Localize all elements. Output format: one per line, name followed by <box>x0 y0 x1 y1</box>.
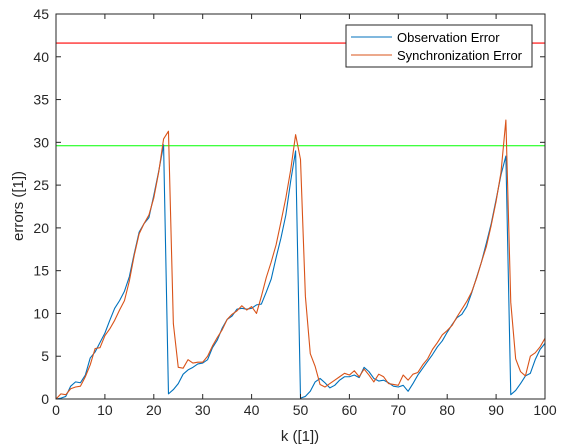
x-tick-label: 80 <box>439 402 455 418</box>
legend-box <box>345 24 533 68</box>
y-tick-label: 30 <box>33 134 49 150</box>
x-tick-label: 30 <box>195 402 211 418</box>
y-tick-label: 10 <box>33 305 49 321</box>
plot-background <box>56 14 545 399</box>
y-tick-label: 0 <box>41 391 49 407</box>
x-tick-label: 40 <box>244 402 260 418</box>
legend-label-observation-error: Observation Error <box>397 30 500 45</box>
x-tick-label: 0 <box>52 402 60 418</box>
x-tick-label: 60 <box>342 402 358 418</box>
y-tick-label: 15 <box>33 263 49 279</box>
x-tick-label: 50 <box>293 402 309 418</box>
series-line-synchronization-error <box>55 119 546 400</box>
legend: Observation Error Synchronization Error <box>345 24 533 68</box>
y-tick-label: 40 <box>33 49 49 65</box>
y-tick-label: 20 <box>33 220 49 236</box>
x-tick-label: 100 <box>533 402 557 418</box>
x-axis-label: k ([1]) <box>281 428 319 445</box>
y-tick-label: 35 <box>33 92 49 108</box>
y-tick-label: 25 <box>33 177 49 193</box>
x-tick-label: 70 <box>391 402 407 418</box>
x-tick-label: 90 <box>488 402 504 418</box>
legend-label-synchronization-error: Synchronization Error <box>397 48 523 63</box>
ticks-layer: 0 10 20 30 40 50 60 70 80 90 100 0 5 10 15 20 25 30 35 40 45 <box>33 6 556 418</box>
y-tick-label: 45 <box>33 6 49 22</box>
x-tick-label: 20 <box>146 402 162 418</box>
y-axis-label: errors ([1]) <box>10 171 27 241</box>
x-tick-label: 10 <box>97 402 113 418</box>
y-tick-label: 5 <box>41 348 49 364</box>
